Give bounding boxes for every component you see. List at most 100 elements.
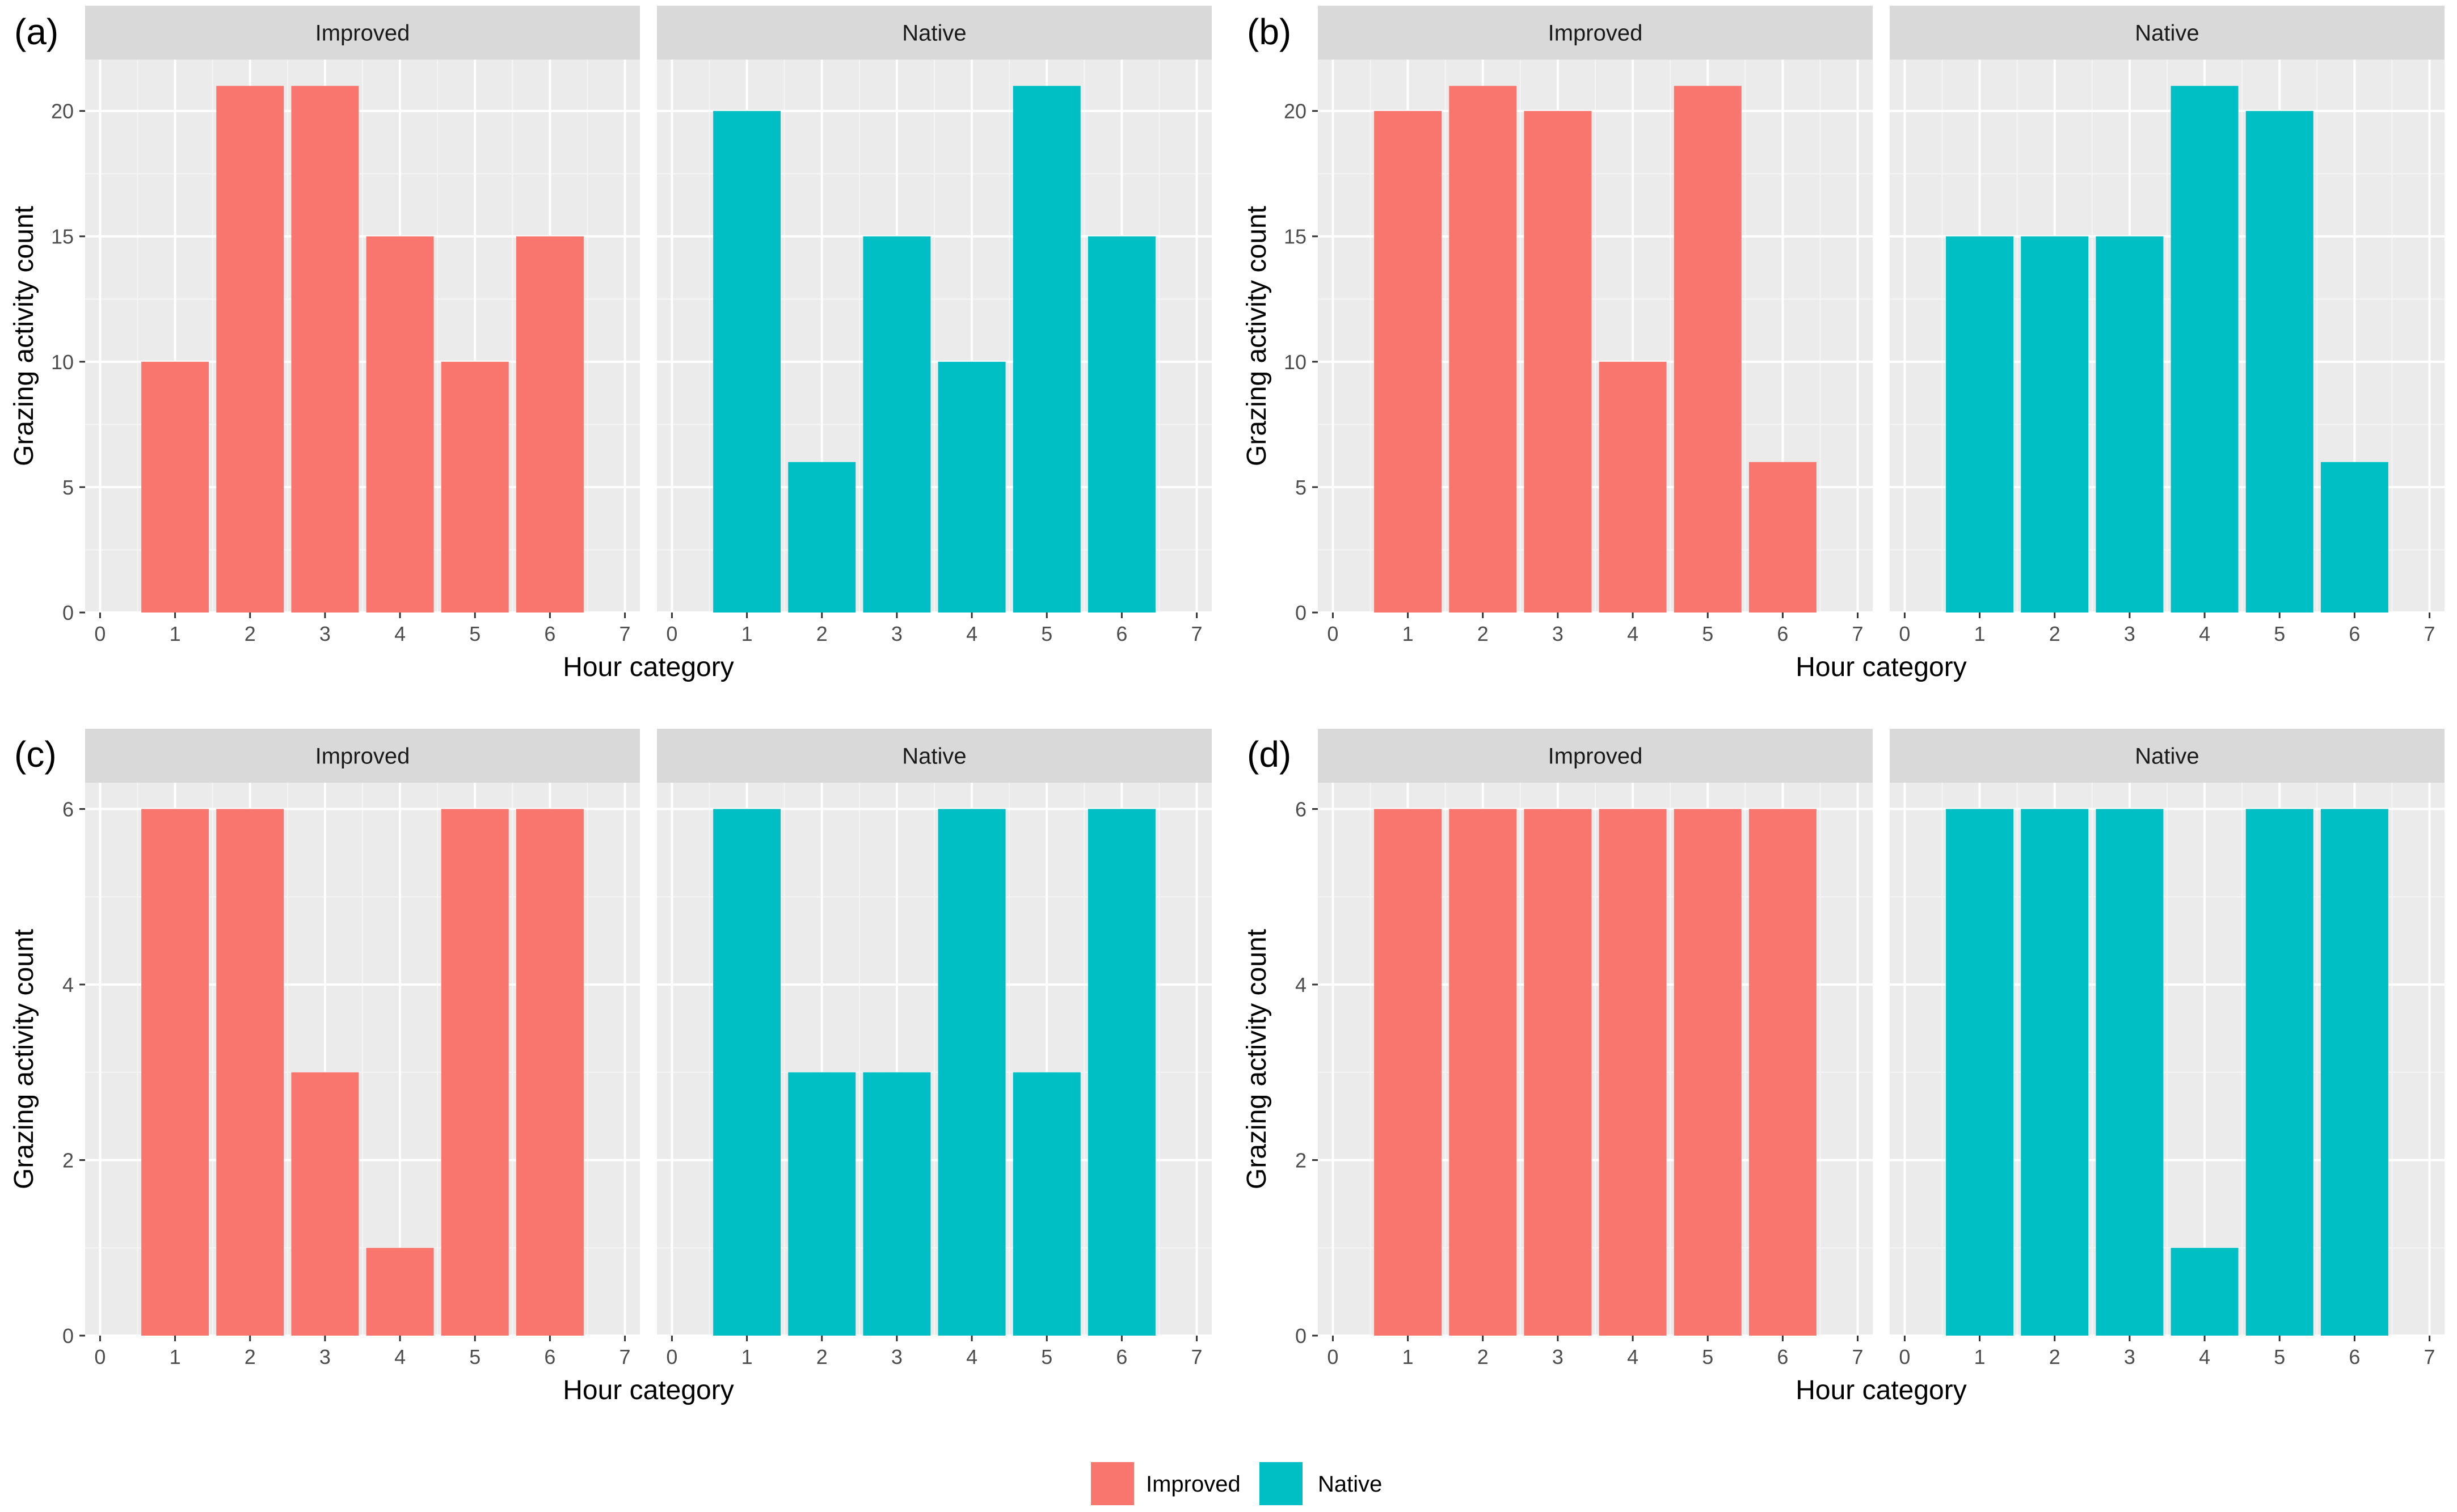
facet-strip-label: Native: [2135, 21, 2199, 46]
bar-improved-2: [1449, 86, 1517, 613]
facet-strip-label: Native: [902, 744, 966, 769]
x-tick-label: 3: [1552, 622, 1563, 645]
bar-native-1: [713, 111, 781, 613]
y-tick-label: 2: [62, 1148, 74, 1172]
bar-improved-2: [1449, 809, 1517, 1336]
x-tick-label: 1: [170, 622, 181, 645]
bar-improved-1: [1374, 111, 1442, 613]
bar-native-4: [2171, 1248, 2239, 1336]
bar-improved-4: [1599, 361, 1667, 613]
x-tick-label: 6: [1116, 622, 1127, 645]
y-tick-label: 5: [62, 476, 74, 499]
facet-strip: [1890, 729, 2445, 783]
facet-strip-label: Improved: [1548, 21, 1643, 46]
bar-native-4: [2171, 86, 2239, 613]
x-tick-label: 5: [469, 1345, 481, 1369]
facet-strip-label: Native: [2135, 744, 2199, 769]
x-tick-label: 7: [2424, 622, 2435, 645]
x-tick-label: 7: [619, 1345, 631, 1369]
x-tick-label: 0: [666, 1345, 677, 1369]
bar-improved-5: [441, 809, 509, 1336]
legend: Improved Native: [1091, 1462, 1382, 1505]
legend-label-native: Native: [1318, 1472, 1382, 1497]
y-tick-label: 10: [51, 350, 74, 374]
facet-strip-label: Improved: [315, 21, 410, 46]
x-axis-title: Hour category: [563, 652, 734, 682]
bar-improved-3: [1524, 111, 1592, 613]
bar-improved-6: [516, 809, 584, 1336]
x-tick-label: 5: [1041, 622, 1052, 645]
x-tick-label: 0: [666, 622, 677, 645]
x-tick-label: 3: [891, 622, 903, 645]
x-tick-label: 7: [1191, 1345, 1203, 1369]
facet-improved: Improved 0 1 2 3 4 5 6 7 0 2 4 6: [62, 729, 640, 1369]
bar-improved-2: [216, 809, 284, 1336]
x-tick-label: 4: [966, 1345, 977, 1369]
bar-improved-4: [366, 1248, 434, 1336]
bar-native-1: [1946, 809, 2014, 1336]
x-tick-label: 7: [1852, 622, 1864, 645]
bar-native-6: [1088, 236, 1156, 613]
facet-native: Native 0 1 2 3 4 5 6 7: [1890, 6, 2445, 645]
facet-improved: Improved 0 1 2 3 4 5 6 7 0 5 10 15 20: [1284, 6, 1873, 645]
y-axis-title: Grazing activity count: [9, 929, 39, 1189]
x-tick-label: 2: [816, 1345, 828, 1369]
facet-strip-label: Improved: [1548, 744, 1643, 769]
x-tick-label: 3: [2124, 1345, 2135, 1369]
y-axis-title: Grazing activity count: [1242, 929, 1272, 1189]
y-tick-label: 4: [62, 973, 74, 996]
facet-improved: Improved 0 1 2 3 4 5 6 7 0 2 4 6: [1295, 729, 1873, 1369]
legend-label-improved: Improved: [1146, 1472, 1241, 1497]
bar-improved-3: [291, 1072, 359, 1336]
facet-strip: [1318, 6, 1873, 60]
x-tick-label: 6: [544, 1345, 555, 1369]
x-tick-label: 1: [170, 1345, 181, 1369]
bar-improved-2: [216, 86, 284, 613]
x-tick-label: 4: [394, 1345, 406, 1369]
y-tick-label: 0: [1295, 1324, 1307, 1348]
x-tick-label: 1: [1402, 622, 1414, 645]
x-tick-label: 6: [1116, 1345, 1127, 1369]
x-tick-label: 4: [2199, 1345, 2210, 1369]
facet-strip: [657, 729, 1212, 783]
y-tick-label: 2: [1295, 1148, 1307, 1172]
bar-native-3: [2096, 809, 2164, 1336]
x-tick-label: 5: [2274, 1345, 2285, 1369]
bar-improved-4: [1599, 809, 1667, 1336]
x-axis-title: Hour category: [563, 1375, 734, 1405]
y-tick-label: 0: [62, 1324, 74, 1348]
panel-label: (d): [1247, 734, 1291, 775]
y-tick-label: 15: [1284, 225, 1307, 248]
bar-improved-6: [1748, 462, 1817, 613]
x-tick-label: 5: [2274, 622, 2285, 645]
facet-strip-label: Improved: [315, 744, 410, 769]
chart-panel-a: (a) Improved 0 1 2 3 4 5 6 7 0 5 10 15 20 Native 0 1 2 3 4 5 6…: [9, 6, 1212, 682]
x-tick-label: 3: [319, 622, 331, 645]
chart-panel-d: (d) Improved 0 1 2 3 4 5 6 7 0 2 4 6 Native 0 1 2 3 4 5 6 7 Hou…: [1242, 729, 2445, 1405]
facet-strip: [1318, 729, 1873, 783]
bar-improved-3: [1524, 809, 1592, 1336]
y-tick-label: 0: [62, 601, 74, 624]
x-tick-label: 2: [2049, 1345, 2060, 1369]
bar-improved-1: [141, 809, 209, 1336]
x-tick-label: 5: [1702, 622, 1713, 645]
bar-improved-1: [141, 361, 209, 613]
x-tick-label: 0: [94, 622, 106, 645]
x-tick-label: 7: [1852, 1345, 1864, 1369]
bar-native-1: [713, 809, 781, 1336]
bar-native-6: [2320, 462, 2388, 613]
x-tick-label: 0: [1327, 622, 1338, 645]
x-tick-label: 0: [1899, 622, 1910, 645]
x-tick-label: 7: [1191, 622, 1203, 645]
x-tick-label: 2: [816, 622, 828, 645]
bar-native-6: [1088, 809, 1156, 1336]
x-axis-title: Hour category: [1796, 1375, 1966, 1405]
bar-improved-6: [516, 236, 584, 613]
x-tick-label: 2: [1477, 1345, 1489, 1369]
x-axis-title: Hour category: [1796, 652, 1966, 682]
x-tick-label: 5: [1702, 1345, 1713, 1369]
x-tick-label: 2: [245, 1345, 256, 1369]
x-tick-label: 5: [1041, 1345, 1052, 1369]
x-tick-label: 4: [1627, 1345, 1638, 1369]
panel-label: (b): [1247, 11, 1291, 52]
